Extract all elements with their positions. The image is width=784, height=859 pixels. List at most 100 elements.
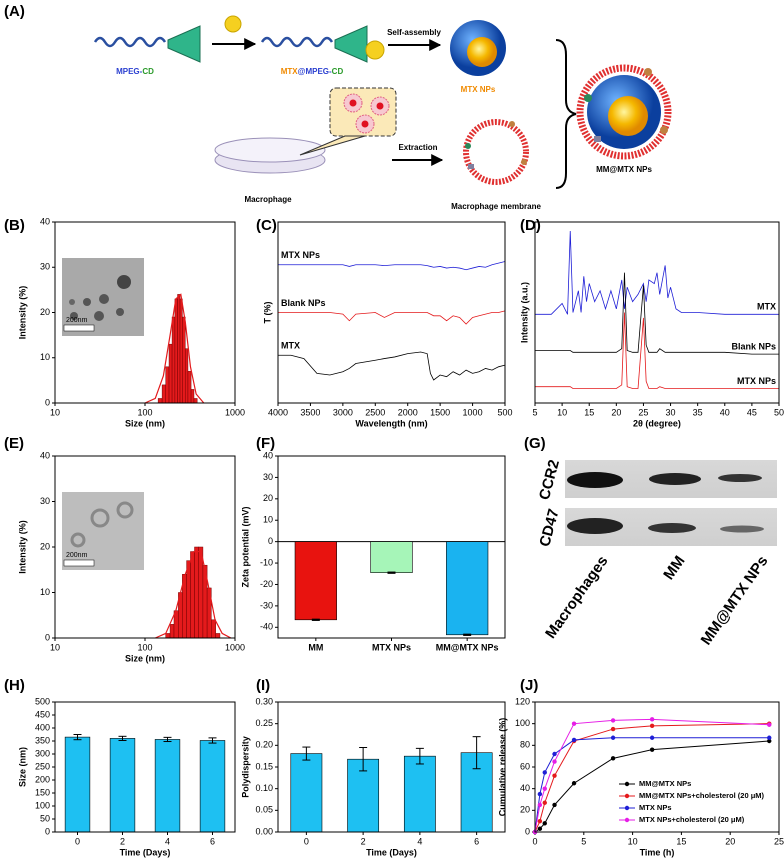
- marker: [610, 735, 616, 740]
- panel-label: (G): [524, 435, 546, 452]
- row-label: CD47: [536, 507, 562, 548]
- marker: [649, 735, 655, 740]
- marker: [537, 818, 543, 824]
- bar: [64, 736, 91, 833]
- petri-dish: [214, 137, 326, 163]
- y-axis-label: Zeta potential (mV): [240, 506, 250, 587]
- nanoparticle-core: [467, 37, 497, 67]
- x-tick-label: 3000: [333, 407, 353, 417]
- drug: [224, 15, 242, 33]
- marker: [649, 723, 655, 729]
- plot-frame: [534, 221, 780, 404]
- bar: [403, 755, 436, 833]
- marker: [649, 747, 655, 752]
- cyclodextrin: [334, 25, 368, 63]
- marker: [610, 756, 616, 761]
- bar: [446, 541, 489, 636]
- bar: [199, 740, 226, 833]
- histogram-bar: [168, 343, 173, 404]
- x-tick-label: 30: [666, 407, 676, 417]
- y-axis-label: Intensity (%): [17, 286, 27, 340]
- tem-inset: 200nm: [62, 258, 144, 336]
- label: MM@MTX NPs: [596, 165, 652, 174]
- particle: [116, 501, 134, 519]
- x-tick-label: 10: [50, 407, 60, 417]
- marker: [542, 786, 547, 791]
- panel-label: (D): [520, 217, 541, 234]
- y-tick-label: 10: [40, 352, 50, 362]
- x-axis-label: Time (Days): [366, 847, 417, 857]
- scale-label: 200nm: [66, 317, 88, 324]
- x-axis-label: Time (h): [640, 847, 675, 857]
- particle: [94, 311, 104, 321]
- x-tick-label: 100: [137, 642, 152, 652]
- histogram-bar: [184, 348, 189, 404]
- x-axis-label: Size (nm): [125, 418, 165, 428]
- y-tick-label: 400: [35, 722, 50, 732]
- x-tick-label: 100: [137, 407, 152, 417]
- y-tick-label: 30: [263, 472, 273, 482]
- x-tick-label: 1000: [225, 407, 245, 417]
- band: [649, 473, 701, 485]
- series-label: Blank NPs: [281, 298, 326, 308]
- y-tick-label: 120: [515, 696, 530, 706]
- x-tick-label: 1000: [225, 642, 245, 652]
- plot-frame: [54, 221, 236, 404]
- bar: [294, 541, 337, 621]
- y-tick-label: -20: [260, 579, 273, 589]
- protein: [660, 126, 668, 134]
- series-label: MTX NPs: [281, 250, 320, 260]
- x-tick-label: 1500: [430, 407, 450, 417]
- marker: [537, 791, 543, 797]
- panel-label: (B): [4, 217, 25, 234]
- text-part: MTX: [281, 67, 299, 76]
- plot-frame: [534, 701, 780, 833]
- lane-label: MM: [660, 553, 688, 583]
- scale-bar: [63, 559, 95, 567]
- y-tick-label: 0.30: [255, 696, 273, 706]
- y-tick-label: 10: [263, 515, 273, 525]
- x-tick-label: 10: [628, 836, 638, 846]
- x-tick-label: 0: [532, 836, 537, 846]
- marker: [571, 781, 577, 786]
- particle: [117, 275, 131, 289]
- particle: [90, 508, 110, 528]
- marker: [610, 718, 616, 723]
- particle: [83, 298, 91, 306]
- y-axis-label: Cumulative release (%): [497, 718, 507, 817]
- marker: [767, 738, 772, 744]
- histogram-bar: [186, 560, 191, 639]
- protein: [594, 136, 601, 142]
- panel-label: (H): [4, 677, 25, 694]
- plot-frame: [277, 701, 506, 833]
- marker: [542, 770, 547, 775]
- x-axis-label: Time (Days): [120, 847, 171, 857]
- bar: [370, 541, 413, 573]
- nucleus: [376, 102, 384, 110]
- histogram-bar: [165, 633, 171, 639]
- band: [567, 518, 623, 534]
- series-line: [534, 718, 770, 833]
- y-axis-label: Intensity (%): [17, 520, 27, 574]
- label-mpeg-cd: MPEG-CD: [116, 67, 154, 76]
- y-tick-label: 100: [35, 800, 50, 810]
- y-tick-label: 50: [40, 813, 50, 823]
- y-tick-label: -10: [260, 557, 273, 567]
- x-tick-label: MM: [308, 642, 323, 652]
- histogram-bar: [215, 633, 221, 639]
- x-tick-label: 25: [638, 407, 648, 417]
- x-tick-label: 35: [693, 407, 703, 417]
- series-line: [278, 310, 506, 325]
- y-tick-label: 0: [45, 632, 50, 642]
- marker: [552, 802, 557, 808]
- label-mtx-mpeg-cd: MTX@MPEG-CD: [281, 67, 344, 76]
- histogram-bar: [211, 619, 216, 639]
- histogram-bar: [190, 551, 195, 639]
- series-line: [535, 312, 779, 389]
- histogram-bar: [157, 398, 163, 404]
- western-blot: (G) CCR2 CD47 Macrophages MM MM@MTX NPs: [524, 435, 777, 648]
- y-tick-label: 450: [35, 709, 50, 719]
- x-tick-label: 50: [774, 407, 784, 417]
- y-tick-label: 0.25: [255, 718, 273, 728]
